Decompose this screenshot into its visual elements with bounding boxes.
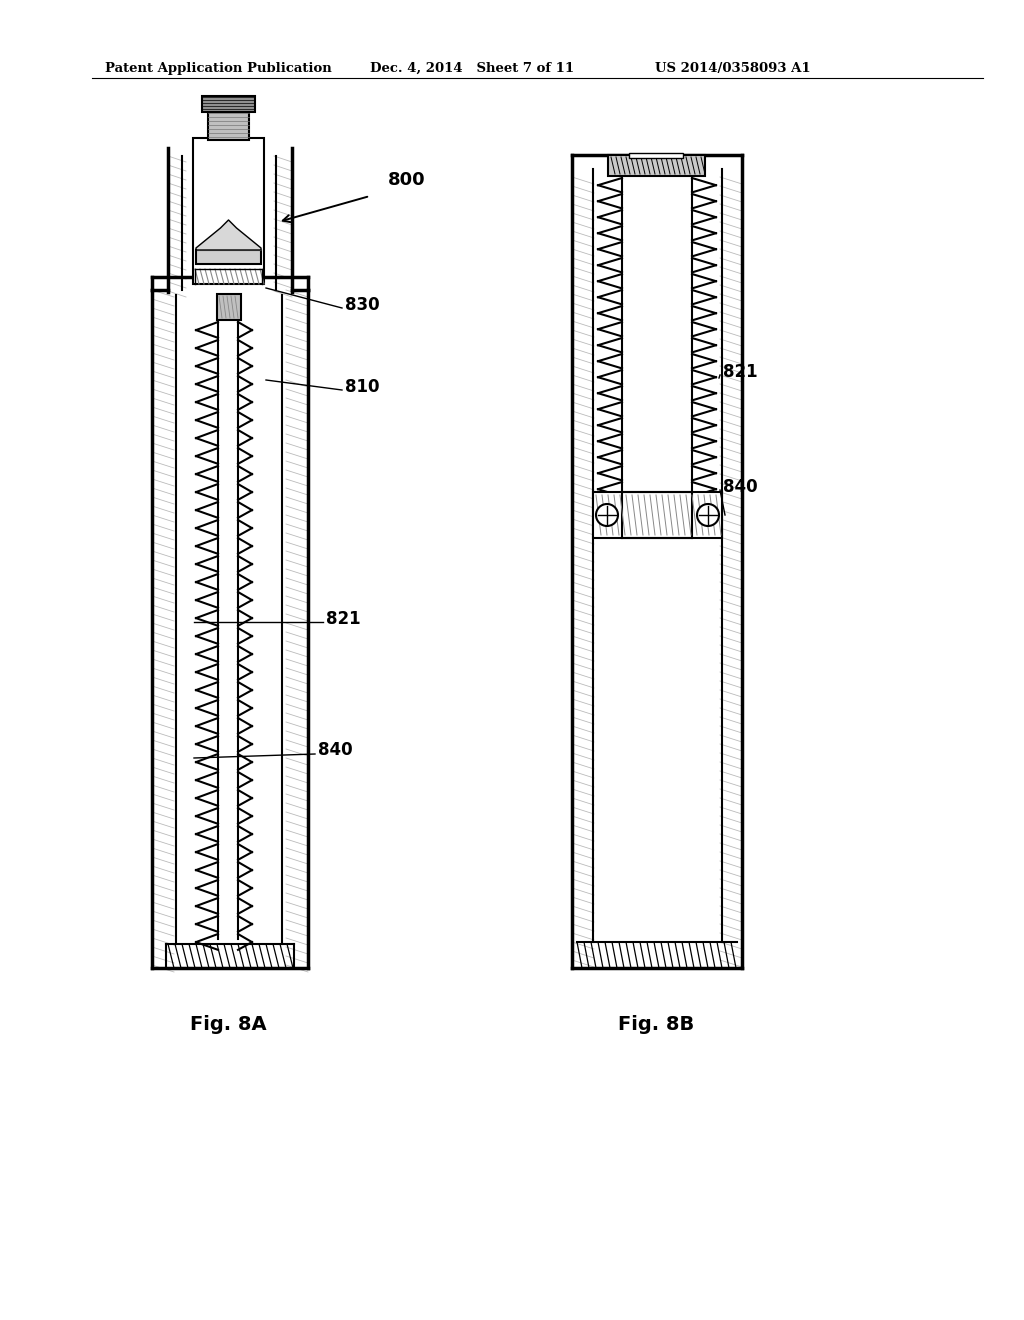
Text: US 2014/0358093 A1: US 2014/0358093 A1 [655, 62, 811, 75]
Bar [202, 96, 255, 112]
Bar [196, 249, 261, 264]
Text: 821: 821 [326, 610, 360, 628]
Text: Fig. 8A: Fig. 8A [189, 1015, 266, 1034]
Bar [217, 294, 241, 319]
Bar [208, 108, 249, 140]
Bar [629, 153, 683, 158]
Bar [593, 492, 722, 539]
Bar [608, 154, 705, 176]
Text: 821: 821 [723, 363, 758, 381]
Circle shape [596, 504, 618, 525]
Circle shape [697, 504, 719, 525]
Text: 840: 840 [318, 741, 352, 759]
Polygon shape [196, 220, 261, 249]
Text: Dec. 4, 2014   Sheet 7 of 11: Dec. 4, 2014 Sheet 7 of 11 [370, 62, 574, 75]
Text: 800: 800 [388, 172, 426, 189]
Text: Fig. 8B: Fig. 8B [617, 1015, 694, 1034]
Bar [193, 139, 264, 284]
Text: 840: 840 [723, 478, 758, 496]
Text: 810: 810 [345, 378, 380, 396]
Text: 830: 830 [345, 296, 380, 314]
Text: Patent Application Publication: Patent Application Publication [105, 62, 332, 75]
